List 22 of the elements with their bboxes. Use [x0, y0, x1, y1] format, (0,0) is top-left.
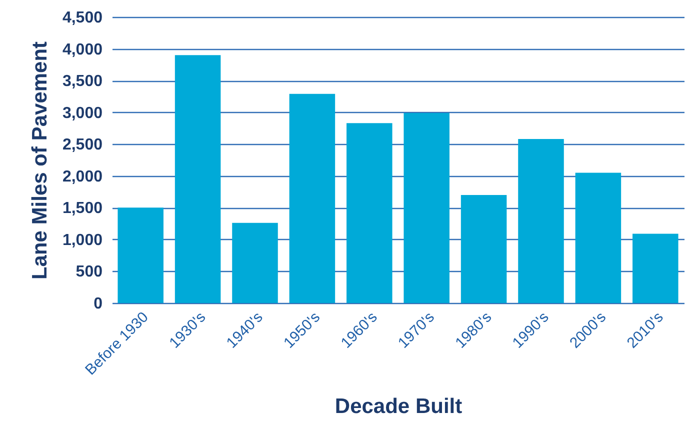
- bar: [346, 123, 392, 303]
- bar: [174, 55, 221, 303]
- y-tick-label: 1,000: [62, 232, 103, 249]
- bar: [232, 222, 278, 303]
- y-tick-label: 2,000: [62, 168, 103, 186]
- bar: [289, 94, 336, 303]
- y-tick-label: 3,500: [62, 73, 103, 90]
- y-tick-label: 0: [94, 296, 103, 312]
- bar: [518, 139, 564, 303]
- bar: [404, 112, 450, 303]
- x-axis-title: Decade Built: [334, 394, 462, 418]
- bar: [118, 208, 164, 303]
- bar: [575, 172, 622, 303]
- y-tick-label: 3,000: [62, 104, 103, 122]
- bar: [460, 194, 507, 303]
- y-tick-label: 2,500: [62, 136, 103, 154]
- y-tick-label: 4,000: [62, 41, 103, 58]
- y-tick-label: 4,500: [62, 10, 103, 26]
- bar: [632, 234, 678, 303]
- y-tick-label: 1,500: [62, 200, 103, 218]
- y-axis-title: Lane Miles of Pavement: [28, 41, 52, 280]
- y-tick-label: 500: [76, 264, 103, 281]
